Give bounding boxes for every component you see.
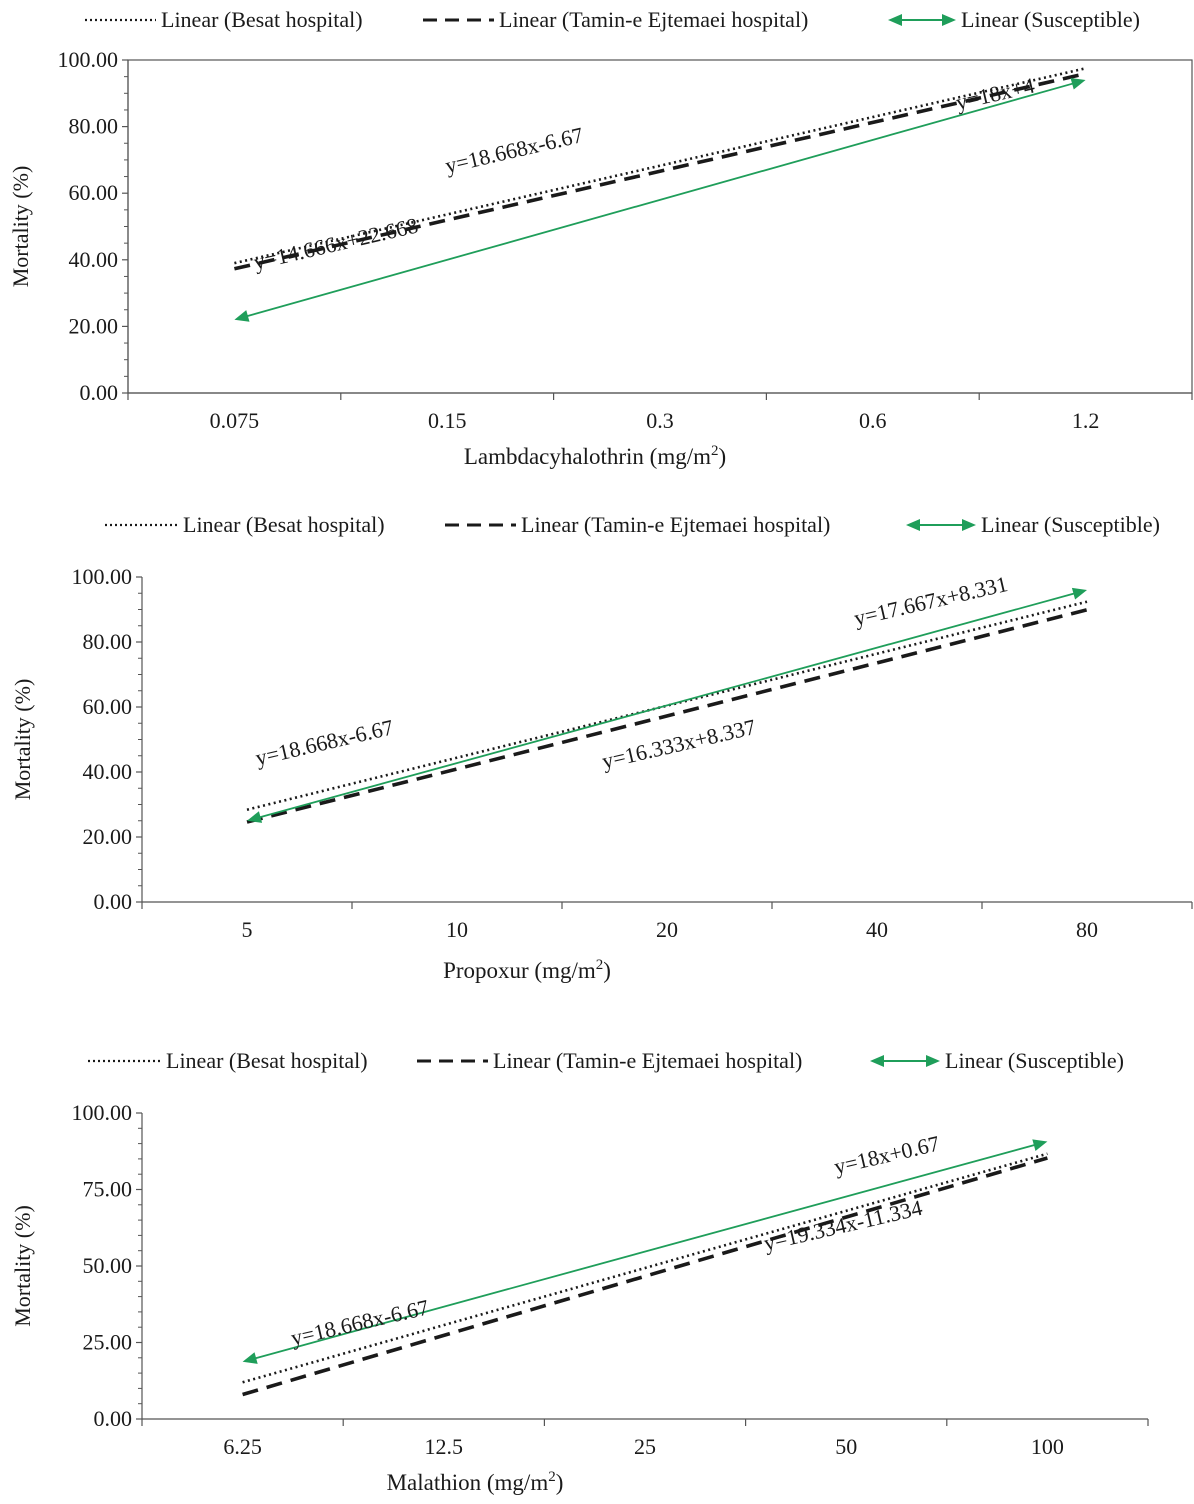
series-line-tamin — [242, 1156, 1048, 1397]
x-tick-label: 20 — [656, 917, 678, 942]
axes: 0.00 25.00 50.00 75.00 100.00 6.25 12.5 25 50 100… — [10, 1100, 1149, 1495]
equation-label: y=16.333x+8.337 — [600, 714, 758, 774]
legend-arrow-right-icon — [926, 1055, 940, 1067]
series-line-besat — [246, 600, 1088, 811]
y-tick-label: 40.00 — [69, 247, 119, 272]
y-tick-label: 25.00 — [83, 1330, 133, 1355]
equation-label: y=17.667x+8.331 — [852, 571, 1010, 631]
y-tick-label: 100.00 — [72, 564, 133, 589]
series-arrow-end-icon — [1070, 78, 1086, 90]
equation-label: y=18.668x-6.67 — [253, 714, 396, 770]
y-tick-label: 0.00 — [80, 380, 119, 405]
legend-label-tamin: Linear (Tamin-e Ejtemaei hospital) — [521, 512, 830, 537]
series-group: y=18.668x-6.67 y=19.334x-11.334 y=18x+0.67 — [242, 1131, 1048, 1397]
chart-propoxur: Linear (Besat hospital) Linear (Tamin-e E… — [10, 512, 1193, 983]
x-tick-label: 5 — [242, 917, 253, 942]
y-tick-label: 75.00 — [83, 1177, 133, 1202]
legend-label-besat: Linear (Besat hospital) — [161, 7, 363, 32]
series-group: y=18.668x-6.67 y=14.666x+22.668 y=18x+4 — [233, 67, 1087, 322]
series-line-tamin — [233, 71, 1087, 271]
x-axis-title: Malathion (mg/m2) — [387, 1469, 564, 1495]
x-tick-label: 1.2 — [1072, 408, 1100, 433]
series-arrow-start-icon — [242, 1352, 258, 1364]
x-tick-label: 0.075 — [210, 408, 260, 433]
y-tick-label: 40.00 — [83, 759, 133, 784]
legend-arrow-right-icon — [962, 519, 976, 531]
y-tick-label: 80.00 — [69, 114, 119, 139]
plot-border — [127, 59, 1193, 394]
equation-label: y=14.666x+22.668 — [251, 213, 420, 275]
series-line-susceptible — [252, 1143, 1038, 1361]
series-arrow-start-icon — [234, 310, 250, 322]
x-tick-label: 10 — [446, 917, 468, 942]
x-tick-label: 0.6 — [859, 408, 887, 433]
legend-label-susceptible: Linear (Susceptible) — [981, 512, 1160, 537]
x-tick-label: 6.25 — [223, 1434, 262, 1459]
y-tick-label: 60.00 — [83, 694, 133, 719]
y-tick-label: 100.00 — [72, 1100, 133, 1125]
series-arrow-end-icon — [1032, 1139, 1048, 1151]
series-arrow-end-icon — [1071, 587, 1087, 600]
legend-label-besat: Linear (Besat hospital) — [166, 1048, 368, 1073]
chart-lambdacyhalothrin: Linear (Besat hospital) Linear (Tamin-e E… — [8, 7, 1193, 469]
y-tick-label: 20.00 — [69, 313, 119, 338]
y-axis-title: Mortality (%) — [10, 679, 35, 801]
x-tick-label: 40 — [866, 917, 888, 942]
chart-malathion: Linear (Besat hospital) Linear (Tamin-e E… — [10, 1048, 1149, 1495]
equation-label: y=18x+4 — [953, 73, 1036, 115]
equation-label: y=18.668x-6.67 — [443, 122, 586, 178]
axes: 0.00 20.00 40.00 60.00 80.00 100.00 0.075 0.15 0… — [8, 47, 1193, 469]
legend-arrow-right-icon — [942, 14, 956, 26]
legend-label-tamin: Linear (Tamin-e Ejtemaei hospital) — [493, 1048, 802, 1073]
x-tick-label: 12.5 — [425, 1434, 464, 1459]
legend-arrow-left-icon — [906, 519, 920, 531]
legend-label-besat: Linear (Besat hospital) — [183, 512, 385, 537]
legend-arrow-left-icon — [870, 1055, 884, 1067]
series-line-besat — [234, 67, 1086, 265]
legend-label-susceptible: Linear (Susceptible) — [961, 7, 1140, 32]
legend-arrow-left-icon — [888, 14, 902, 26]
axes: 0.00 20.00 40.00 60.00 80.00 100.00 5 10 20 40 80 P… — [10, 564, 1193, 983]
x-tick-label: 0.15 — [428, 408, 467, 433]
y-tick-label: 20.00 — [83, 824, 133, 849]
legend: Linear (Besat hospital) Linear (Tamin-e E… — [85, 7, 1140, 32]
y-tick-label: 80.00 — [83, 629, 133, 654]
x-tick-label: 25 — [634, 1434, 656, 1459]
series-line-susceptible — [256, 591, 1078, 819]
legend: Linear (Besat hospital) Linear (Tamin-e E… — [88, 1048, 1124, 1073]
series-group: y=18.668x-6.67 y=16.333x+8.337 y=17.667x+8… — [246, 571, 1088, 824]
y-axis-title: Mortality (%) — [10, 1205, 35, 1327]
x-tick-label: 0.3 — [646, 408, 674, 433]
y-tick-label: 0.00 — [94, 889, 133, 914]
series-line-tamin — [246, 608, 1088, 824]
x-axis-title: Propoxur (mg/m2) — [443, 957, 611, 983]
y-axis-title: Mortality (%) — [8, 166, 33, 288]
y-tick-label: 60.00 — [69, 180, 119, 205]
series-line-susceptible — [243, 81, 1077, 318]
series-arrow-start-icon — [247, 811, 263, 823]
equation-label: y=18x+0.67 — [832, 1131, 942, 1180]
series-line-besat — [242, 1152, 1048, 1384]
x-axis-title: Lambdacyhalothrin (mg/m2) — [464, 443, 726, 469]
legend-label-tamin: Linear (Tamin-e Ejtemaei hospital) — [499, 7, 808, 32]
equation-label: y=19.334x-11.334 — [761, 1195, 924, 1256]
y-tick-label: 0.00 — [94, 1406, 133, 1431]
equation-label: y=18.668x-6.67 — [288, 1294, 431, 1350]
legend: Linear (Besat hospital) Linear (Tamin-e E… — [105, 512, 1160, 537]
y-tick-label: 50.00 — [83, 1253, 133, 1278]
x-tick-label: 100 — [1031, 1434, 1064, 1459]
y-tick-label: 100.00 — [58, 47, 119, 72]
x-tick-label: 50 — [835, 1434, 857, 1459]
x-tick-label: 80 — [1076, 917, 1098, 942]
legend-label-susceptible: Linear (Susceptible) — [945, 1048, 1124, 1073]
